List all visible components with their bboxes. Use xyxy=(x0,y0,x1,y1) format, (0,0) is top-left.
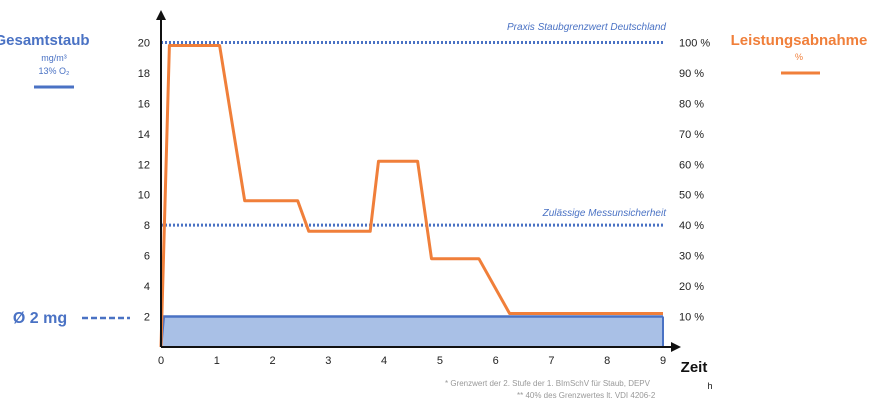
footnote-2: ** 40% des Grenzwertes lt. VDI 4206-2 xyxy=(517,391,656,400)
power-line xyxy=(159,44,663,348)
y-left-tick-label: 16 xyxy=(138,98,150,110)
x-tick-label: 9 xyxy=(660,355,666,367)
reference-label-limit: Praxis Staubgrenzwert Deutschland xyxy=(507,22,666,33)
y-left-tick-label: 20 xyxy=(138,37,150,49)
y-left-tick-label: 4 xyxy=(144,281,150,293)
x-tick-label: 6 xyxy=(493,355,499,367)
right-legend: Leistungsabnahme % xyxy=(731,32,868,75)
reference-label-uncertainty: Zulässige Messunsicherheit xyxy=(542,208,668,219)
y-left-tick-label: 6 xyxy=(144,251,150,263)
footnote-1: * Grenzwert der 2. Stufe der 1. BImSchV … xyxy=(445,379,651,388)
y-right-tick-label: 60 % xyxy=(679,159,704,171)
x-tick-label: 1 xyxy=(214,355,220,367)
y-left-tick-label: 14 xyxy=(138,129,150,141)
left-legend-title: Gesamtstaub xyxy=(0,32,90,49)
average-label: Ø 2 mg xyxy=(13,310,67,327)
left-legend-reference: 13% O₂ xyxy=(38,66,70,76)
y-right-tick-label: 10 % xyxy=(679,312,704,324)
x-tick-label: 5 xyxy=(437,355,443,367)
y-right-tick-label: 50 % xyxy=(679,190,704,202)
axes xyxy=(156,10,681,352)
y-right-tick-label: 90 % xyxy=(679,68,704,80)
x-tick-label: 8 xyxy=(604,355,610,367)
y-right-tick-label: 20 % xyxy=(679,281,704,293)
y-left-tick-label: 18 xyxy=(138,68,150,80)
y-right-tick-label: 70 % xyxy=(679,129,704,141)
power-line-path xyxy=(159,44,663,348)
x-axis-arrow xyxy=(671,342,681,352)
y-left-tick-label: 2 xyxy=(144,312,150,324)
y-right-tick-label: 80 % xyxy=(679,98,704,110)
x-tick-label: 3 xyxy=(325,355,331,367)
y-right-tick-label: 40 % xyxy=(679,220,704,232)
x-tick-label: 0 xyxy=(158,355,164,367)
y-left-tick-label: 10 xyxy=(138,190,150,202)
y-left-tick-label: 12 xyxy=(138,159,150,171)
x-axis-label: Zeit xyxy=(681,359,708,376)
right-legend-unit: % xyxy=(795,52,803,62)
left-legend-unit: mg/m³ xyxy=(41,53,67,63)
x-tick-label: 2 xyxy=(269,355,275,367)
y-axis-arrow xyxy=(156,10,166,20)
dust-area xyxy=(159,315,664,348)
x-axis-unit: h xyxy=(707,381,712,391)
y-left-tick-label: 8 xyxy=(144,220,150,232)
x-tick-label: 7 xyxy=(548,355,554,367)
y-right-tick-label: 100 % xyxy=(679,37,710,49)
left-legend: Gesamtstaub mg/m³ 13% O₂ xyxy=(0,32,90,89)
dust-area-fill xyxy=(161,316,663,347)
reference-lines xyxy=(161,40,663,227)
right-legend-title: Leistungsabnahme xyxy=(731,32,868,49)
average-annotation: Ø 2 mg xyxy=(13,310,130,327)
y-right-tick-label: 30 % xyxy=(679,251,704,263)
x-tick-label: 4 xyxy=(381,355,387,367)
